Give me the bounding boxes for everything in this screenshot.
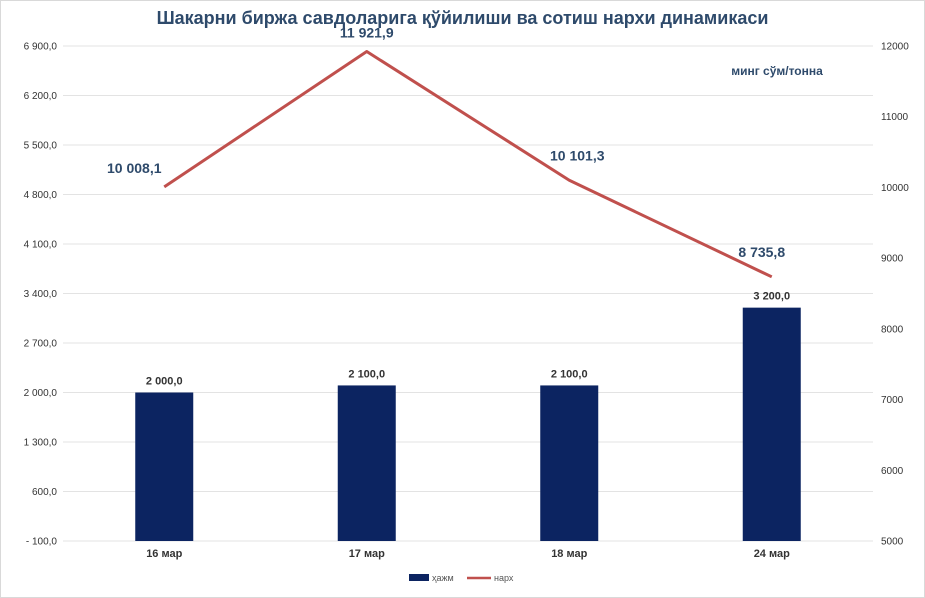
bar-data-label: 3 200,0 xyxy=(753,291,790,303)
left-axis-tick-label: 4 100,0 xyxy=(24,240,58,251)
right-axis-tick-label: 6000 xyxy=(881,466,904,477)
bar-data-label: 2 000,0 xyxy=(146,376,183,388)
left-axis-tick-label: 1 300,0 xyxy=(24,438,58,449)
line-data-label: 10 008,1 xyxy=(107,160,162,176)
left-axis-tick-label: 3 400,0 xyxy=(24,289,58,300)
left-axis-tick-label: - 100,0 xyxy=(26,537,58,548)
category-label: 17 мар xyxy=(349,548,385,560)
right-axis-tick-label: 7000 xyxy=(881,395,904,406)
right-axis-tick-label: 9000 xyxy=(881,254,904,265)
right-axis-tick-label: 11000 xyxy=(881,112,909,123)
left-axis-tick-label: 2 000,0 xyxy=(24,388,58,399)
legend-label: ҳажм xyxy=(432,573,454,583)
right-axis-tick-label: 10000 xyxy=(881,183,909,194)
category-label: 16 мар xyxy=(146,548,182,560)
left-axis-tick-label: 600,0 xyxy=(32,487,57,498)
right-axis-tick-label: 8000 xyxy=(881,324,904,335)
legend-swatch-bar xyxy=(409,574,429,581)
line-data-label: 10 101,3 xyxy=(550,147,605,163)
line-data-label: 11 921,9 xyxy=(340,25,394,41)
left-axis-tick-label: 6 200,0 xyxy=(24,91,58,102)
line-data-label: 8 735,8 xyxy=(738,244,785,260)
left-axis-tick-label: 2 700,0 xyxy=(24,339,58,350)
category-label: 24 мар xyxy=(754,548,790,560)
left-axis-tick-label: 4 800,0 xyxy=(24,190,58,201)
bar xyxy=(742,307,801,541)
unit-label: минг сўм/тонна xyxy=(731,64,823,78)
category-label: 18 мар xyxy=(551,548,587,560)
chart-title: Шакарни биржа савдоларига қўйилиши ва со… xyxy=(156,8,769,28)
left-axis-tick-label: 6 900,0 xyxy=(24,42,58,53)
bar-data-label: 2 100,0 xyxy=(551,368,588,380)
bar xyxy=(540,385,599,541)
line-series xyxy=(163,50,773,279)
legend-label: нарх xyxy=(494,573,514,583)
right-axis-tick-label: 5000 xyxy=(881,537,904,548)
bar-data-label: 2 100,0 xyxy=(348,368,385,380)
left-axis-tick-label: 5 500,0 xyxy=(24,141,58,152)
bar xyxy=(135,392,194,541)
right-axis-tick-label: 12000 xyxy=(881,42,909,53)
bar xyxy=(337,385,396,541)
